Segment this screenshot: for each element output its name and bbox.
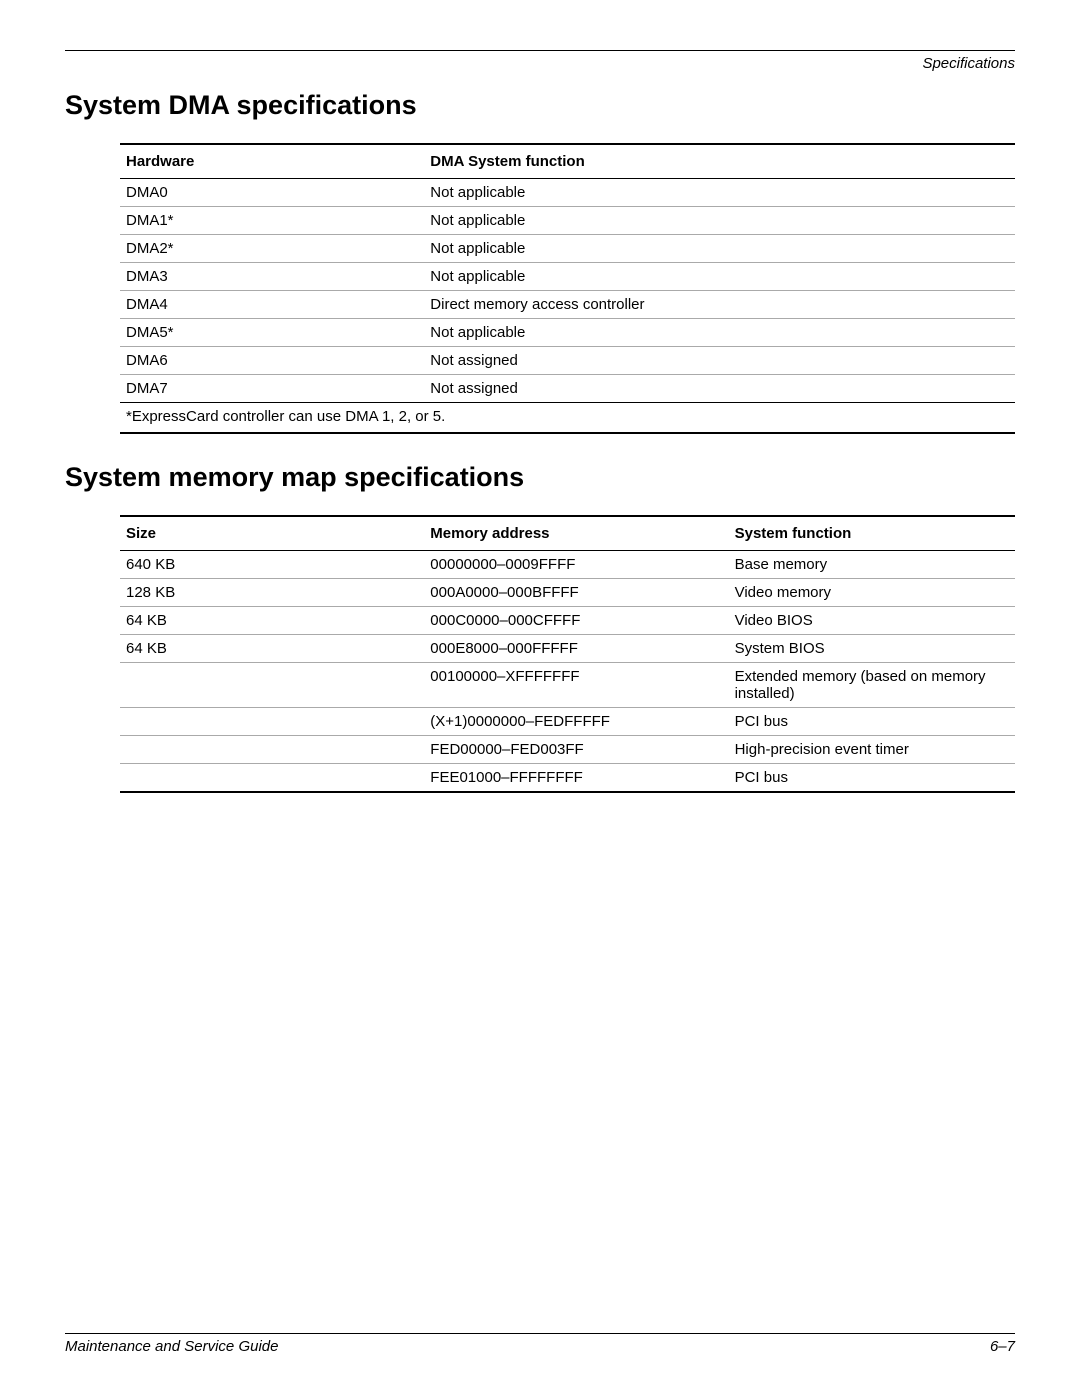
header-section-label: Specifications [65, 55, 1015, 72]
page: Specifications System DMA specifications… [0, 0, 1080, 1397]
memmap-address-cell: 000C0000–000CFFFF [424, 607, 728, 635]
memmap-function-cell: Base memory [729, 551, 1015, 579]
memmap-function-cell: PCI bus [729, 708, 1015, 736]
memmap-size-cell: 64 KB [120, 635, 424, 663]
table-row: 128 KB 000A0000–000BFFFF Video memory [120, 579, 1015, 607]
memmap-address-cell: 00100000–XFFFFFFF [424, 663, 728, 708]
dma-col-hardware: Hardware [120, 144, 424, 179]
table-row: DMA2* Not applicable [120, 235, 1015, 263]
memmap-address-cell: FED00000–FED003FF [424, 736, 728, 764]
dma-function-cell: Not applicable [424, 207, 1015, 235]
footer-right: 6–7 [990, 1338, 1015, 1355]
dma-col-function: DMA System function [424, 144, 1015, 179]
table-row: 64 KB 000C0000–000CFFFF Video BIOS [120, 607, 1015, 635]
table-row: DMA3 Not applicable [120, 263, 1015, 291]
dma-footnote: *ExpressCard controller can use DMA 1, 2… [120, 403, 1015, 434]
memmap-size-cell [120, 764, 424, 793]
dma-hardware-cell: DMA6 [120, 347, 424, 375]
memmap-size-cell: 64 KB [120, 607, 424, 635]
table-row: 640 KB 00000000–0009FFFF Base memory [120, 551, 1015, 579]
header-rule [65, 50, 1015, 51]
dma-function-cell: Not applicable [424, 263, 1015, 291]
footer-rule [65, 1333, 1015, 1334]
memmap-col-function: System function [729, 516, 1015, 551]
dma-section-title: System DMA specifications [65, 90, 1015, 121]
memmap-address-cell: FEE01000–FFFFFFFF [424, 764, 728, 793]
footer-left: Maintenance and Service Guide [65, 1338, 278, 1355]
dma-function-cell: Direct memory access controller [424, 291, 1015, 319]
dma-function-cell: Not applicable [424, 179, 1015, 207]
memmap-size-cell: 128 KB [120, 579, 424, 607]
table-row: DMA1* Not applicable [120, 207, 1015, 235]
dma-function-cell: Not applicable [424, 235, 1015, 263]
dma-hardware-cell: DMA4 [120, 291, 424, 319]
dma-table-wrap: Hardware DMA System function DMA0 Not ap… [120, 143, 1015, 434]
memmap-table-wrap: Size Memory address System function 640 … [120, 515, 1015, 793]
memmap-function-cell: Video memory [729, 579, 1015, 607]
page-footer: Maintenance and Service Guide 6–7 [65, 1333, 1015, 1355]
memmap-size-cell: 640 KB [120, 551, 424, 579]
memmap-address-cell: 000E8000–000FFFFF [424, 635, 728, 663]
table-row: 64 KB 000E8000–000FFFFF System BIOS [120, 635, 1015, 663]
table-row: DMA0 Not applicable [120, 179, 1015, 207]
dma-function-cell: Not assigned [424, 375, 1015, 403]
memmap-address-cell: (X+1)0000000–FEDFFFFF [424, 708, 728, 736]
dma-hardware-cell: DMA0 [120, 179, 424, 207]
memmap-function-cell: Video BIOS [729, 607, 1015, 635]
memmap-address-cell: 000A0000–000BFFFF [424, 579, 728, 607]
dma-function-cell: Not assigned [424, 347, 1015, 375]
table-row: DMA7 Not assigned [120, 375, 1015, 403]
memmap-function-cell: System BIOS [729, 635, 1015, 663]
table-row: DMA6 Not assigned [120, 347, 1015, 375]
dma-footnote-row: *ExpressCard controller can use DMA 1, 2… [120, 403, 1015, 434]
table-row: (X+1)0000000–FEDFFFFF PCI bus [120, 708, 1015, 736]
dma-hardware-cell: DMA1* [120, 207, 424, 235]
memmap-section-title: System memory map specifications [65, 462, 1015, 493]
table-header-row: Size Memory address System function [120, 516, 1015, 551]
memmap-size-cell [120, 736, 424, 764]
table-header-row: Hardware DMA System function [120, 144, 1015, 179]
table-row: FEE01000–FFFFFFFF PCI bus [120, 764, 1015, 793]
memmap-size-cell [120, 663, 424, 708]
table-row: DMA4 Direct memory access controller [120, 291, 1015, 319]
memmap-function-cell: Extended memory (based on memory install… [729, 663, 1015, 708]
memmap-size-cell [120, 708, 424, 736]
memmap-col-size: Size [120, 516, 424, 551]
dma-hardware-cell: DMA7 [120, 375, 424, 403]
dma-hardware-cell: DMA2* [120, 235, 424, 263]
table-row: DMA5* Not applicable [120, 319, 1015, 347]
memmap-table: Size Memory address System function 640 … [120, 515, 1015, 793]
memmap-function-cell: High-precision event timer [729, 736, 1015, 764]
table-row: FED00000–FED003FF High-precision event t… [120, 736, 1015, 764]
dma-table: Hardware DMA System function DMA0 Not ap… [120, 143, 1015, 434]
dma-hardware-cell: DMA5* [120, 319, 424, 347]
table-row: 00100000–XFFFFFFF Extended memory (based… [120, 663, 1015, 708]
memmap-function-cell: PCI bus [729, 764, 1015, 793]
dma-function-cell: Not applicable [424, 319, 1015, 347]
memmap-address-cell: 00000000–0009FFFF [424, 551, 728, 579]
dma-hardware-cell: DMA3 [120, 263, 424, 291]
memmap-col-address: Memory address [424, 516, 728, 551]
